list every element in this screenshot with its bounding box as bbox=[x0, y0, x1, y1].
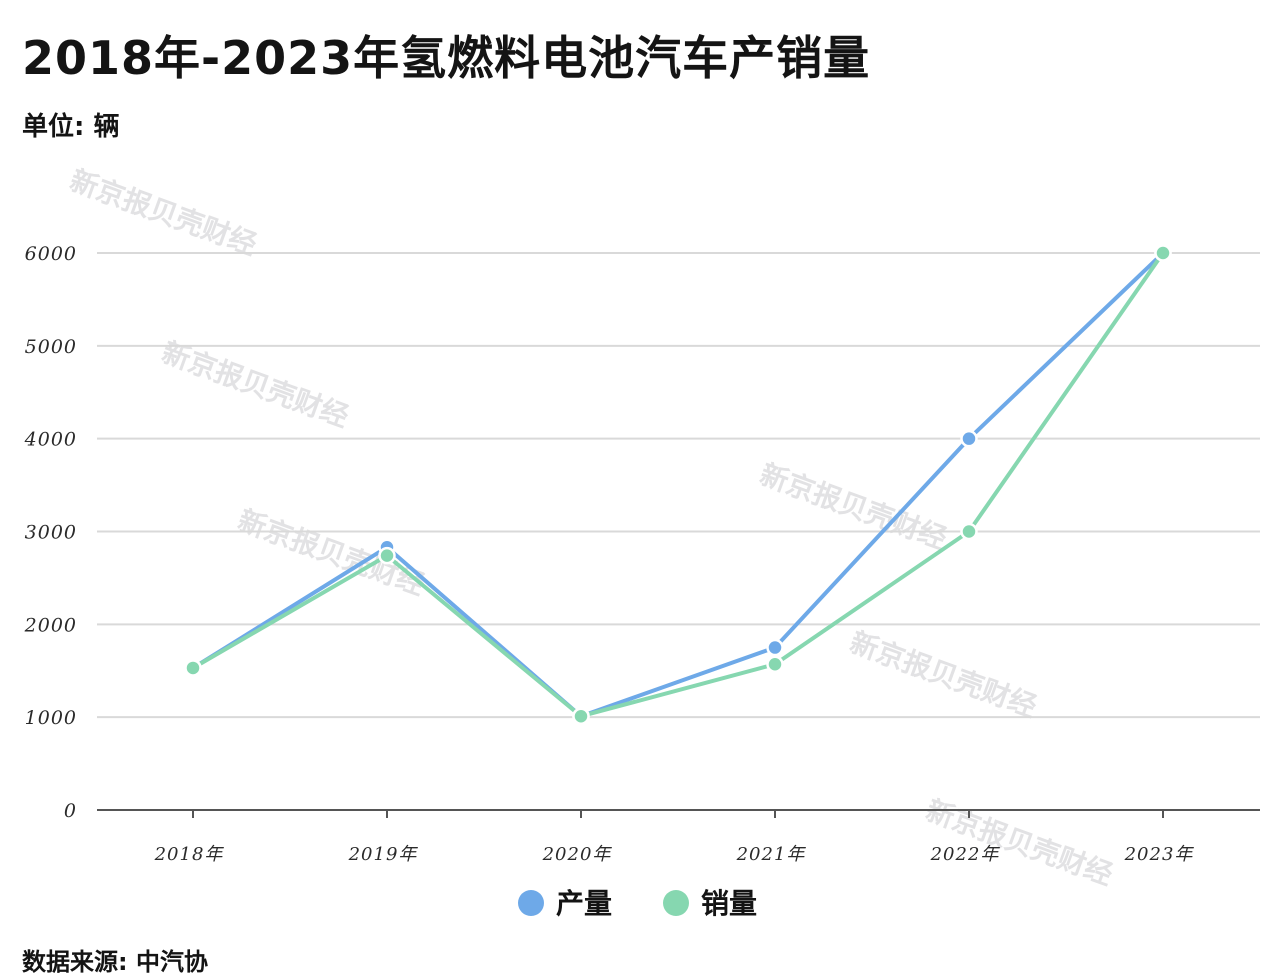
legend: 产量 销量 bbox=[518, 887, 757, 920]
legend-marker bbox=[663, 890, 689, 916]
x-tick-label: 2023年 bbox=[1124, 844, 1195, 865]
y-axis: 0 1000 2000 3000 4000 5000 6000 bbox=[24, 243, 77, 822]
data-point-sales bbox=[184, 659, 202, 677]
x-tick-label: 2021年 bbox=[736, 844, 807, 865]
data-point-sales bbox=[1154, 244, 1172, 262]
y-tick-label: 2000 bbox=[24, 614, 77, 636]
y-tick-label: 5000 bbox=[25, 336, 77, 358]
watermark-text: 新京报贝壳财经 bbox=[846, 626, 1041, 724]
y-tick-label: 6000 bbox=[25, 243, 77, 265]
watermark-text: 新京报贝壳财经 bbox=[66, 164, 261, 262]
data-point-production bbox=[766, 638, 784, 657]
legend-label: 销量 bbox=[701, 887, 757, 920]
grid-lines bbox=[97, 252, 1260, 719]
x-tick-label: 2018年 bbox=[154, 844, 225, 865]
data-point-sales bbox=[572, 707, 590, 725]
unit-label: 单位: 辆 bbox=[22, 112, 120, 142]
y-tick-label: 3000 bbox=[25, 522, 77, 544]
legend-marker bbox=[518, 890, 544, 916]
data-point-sales bbox=[766, 655, 784, 674]
series-line-production bbox=[191, 251, 1165, 719]
data-point-sales bbox=[960, 522, 978, 541]
watermark-text: 新京报贝壳财经 bbox=[756, 458, 951, 556]
y-tick-label: 1000 bbox=[25, 707, 77, 729]
watermark-text: 新京报贝壳财经 bbox=[158, 336, 353, 434]
x-tick-label: 2022年 bbox=[930, 844, 1001, 865]
watermark-text: 新京报贝壳财经 bbox=[922, 794, 1117, 892]
chart-title: 2018年-2023年氢燃料电池汽车产销量 bbox=[22, 31, 871, 85]
data-point-production bbox=[960, 429, 978, 448]
legend-label: 产量 bbox=[556, 887, 612, 920]
data-point-sales bbox=[378, 546, 396, 565]
series-layer bbox=[184, 244, 1172, 725]
series-line-sales bbox=[191, 251, 1165, 719]
y-tick-label: 0 bbox=[64, 800, 77, 822]
x-tick-label: 2019年 bbox=[348, 844, 419, 865]
y-tick-label: 4000 bbox=[24, 429, 77, 451]
data-source: 数据来源: 中汽协 bbox=[22, 948, 208, 976]
x-axis: 2018年 2019年 2020年 2021年 2022年 2023年 bbox=[97, 809, 1260, 865]
x-tick-label: 2020年 bbox=[542, 844, 613, 865]
